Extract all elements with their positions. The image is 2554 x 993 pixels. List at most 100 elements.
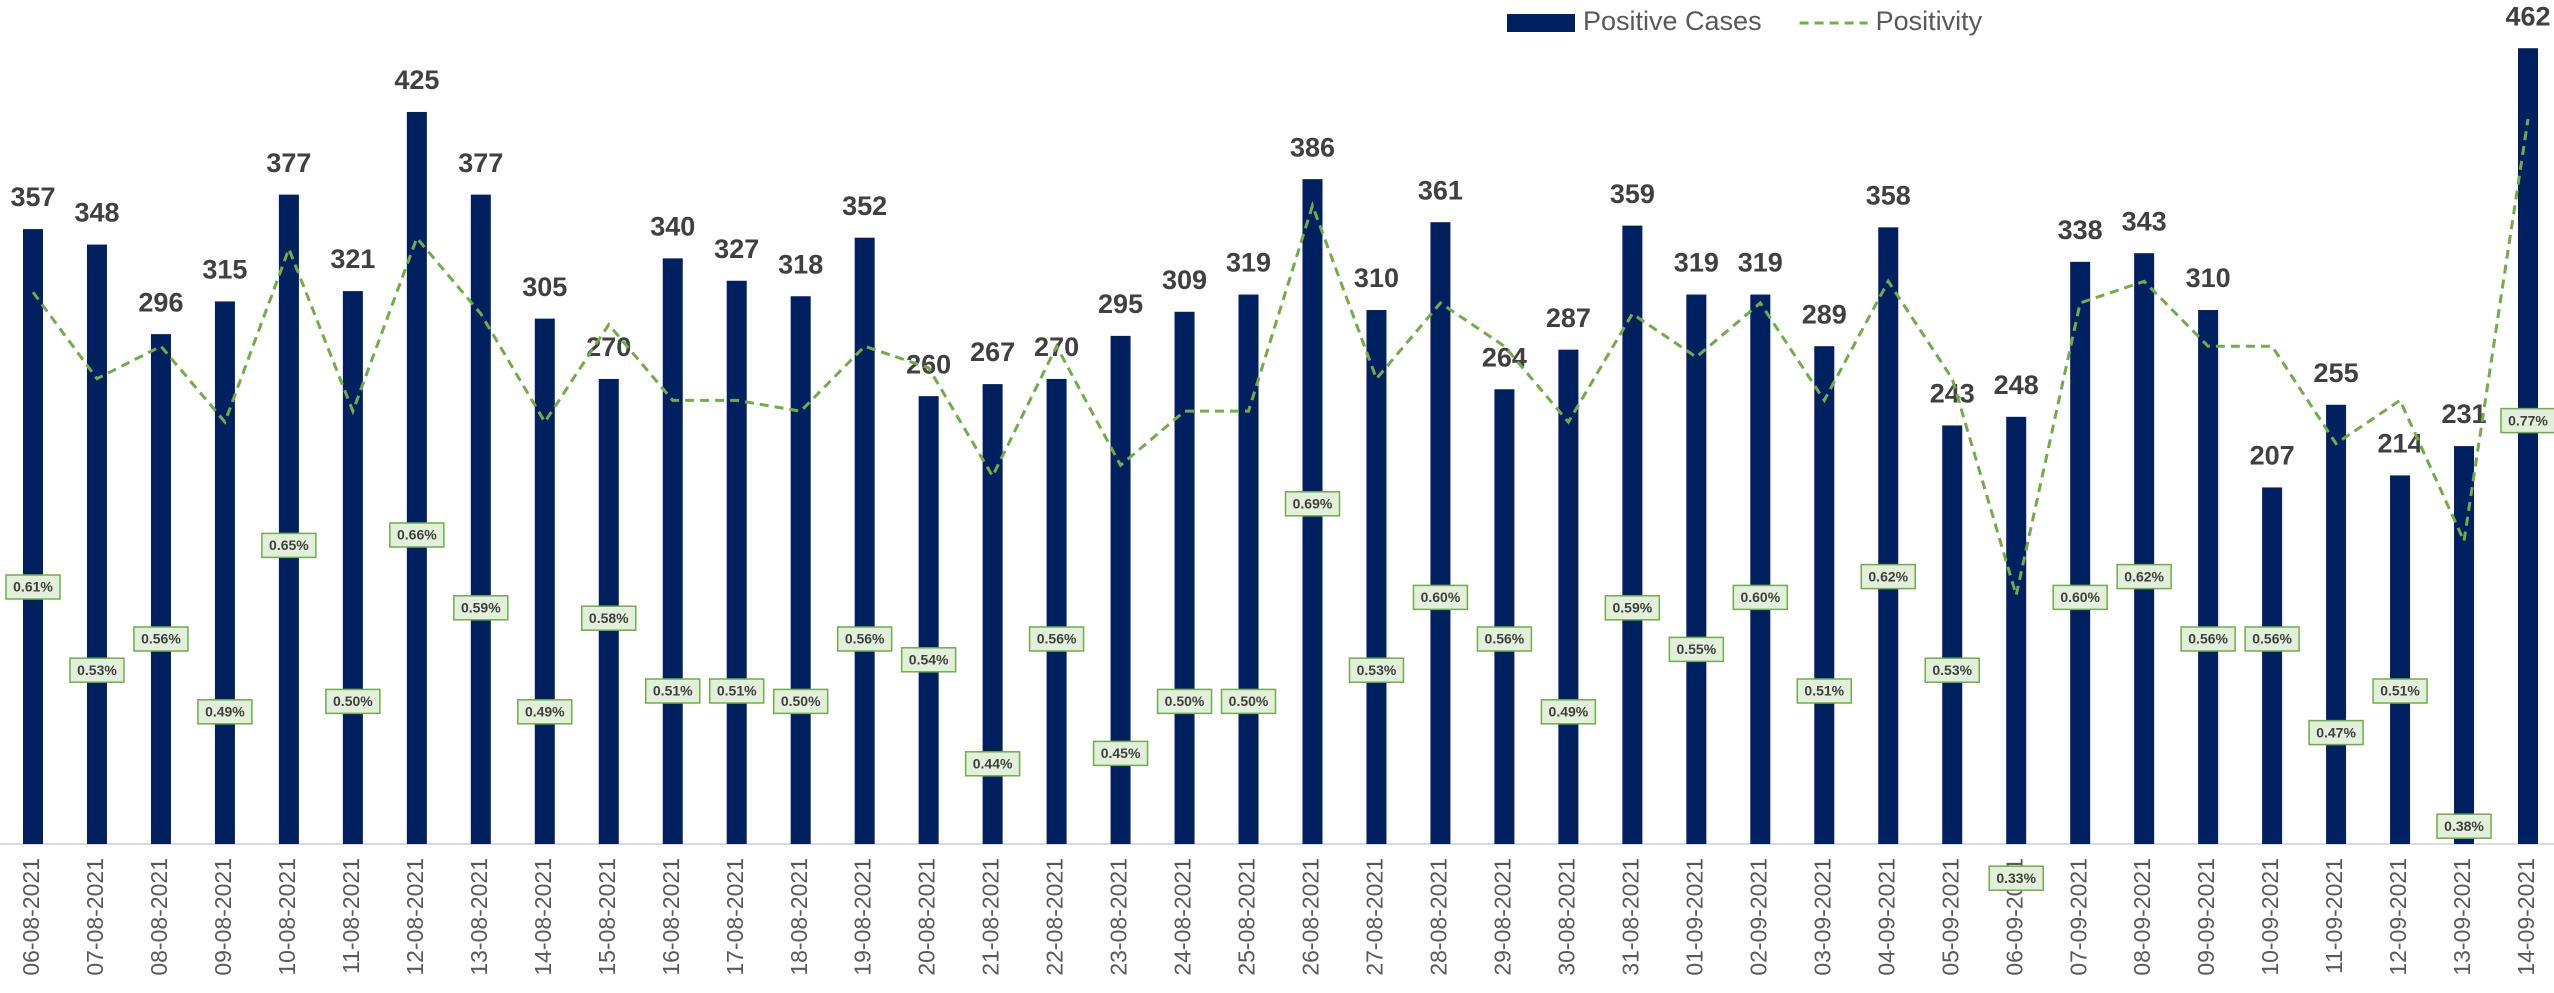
- data-label-box: [453, 595, 509, 621]
- data-label-box: [389, 522, 445, 548]
- bar-value-label: 358: [1866, 180, 1911, 210]
- data-label: 0.51%: [708, 678, 765, 704]
- data-label-box: [2308, 719, 2364, 746]
- data-label: 0.59%: [453, 595, 509, 621]
- bar: [534, 318, 555, 844]
- data-label-box: [2180, 626, 2236, 652]
- bar-value-label: 319: [1674, 248, 1719, 278]
- x-tick-label: 05-09-2021: [1937, 858, 1963, 976]
- data-label-text: 0.56%: [2188, 631, 2228, 647]
- data-label-box: [964, 751, 1021, 777]
- bar-value-label: 264: [1482, 342, 1527, 372]
- data-label-text: 0.77%: [2508, 412, 2548, 428]
- x-tick-label: 23-08-2021: [1106, 858, 1132, 976]
- bar-value-label: 327: [714, 234, 759, 264]
- data-label: 0.53%: [1924, 657, 1980, 683]
- x-tick-label: 06-08-2021: [18, 858, 44, 976]
- data-label-box: [2500, 407, 2554, 434]
- data-label-text: 0.58%: [589, 610, 629, 626]
- data-label: 0.54%: [900, 647, 957, 673]
- data-label-box: [197, 699, 253, 725]
- bar-value-label: 352: [842, 191, 887, 221]
- bar-value-label: 309: [1162, 265, 1207, 295]
- x-tick-label: 07-08-2021: [82, 858, 108, 976]
- data-label: 0.65%: [261, 532, 317, 559]
- bar-value-label: 386: [1290, 132, 1335, 162]
- bar: [918, 396, 939, 844]
- data-label-box: [581, 605, 637, 631]
- data-label-text: 0.65%: [269, 537, 309, 553]
- x-tick-label: 24-08-2021: [1170, 858, 1196, 976]
- data-label-text: 0.51%: [1804, 683, 1844, 699]
- x-tick-label: 12-08-2021: [402, 858, 428, 976]
- bar-value-label: 319: [1738, 248, 1783, 278]
- x-tick-label: 22-08-2021: [1042, 858, 1068, 976]
- bar-value-label: 377: [458, 148, 503, 178]
- bar: [1174, 311, 1195, 844]
- bar-value-label: 270: [586, 332, 631, 362]
- x-tick-label: 15-08-2021: [594, 858, 620, 976]
- x-tick-label: 31-08-2021: [1617, 858, 1643, 976]
- data-label-box: [2436, 813, 2492, 839]
- data-label-box: [133, 626, 189, 652]
- data-label-text: 0.54%: [909, 652, 949, 668]
- bar-value-label: 207: [2250, 441, 2295, 471]
- data-label-box: [1604, 595, 1661, 621]
- data-label: 0.53%: [69, 657, 125, 683]
- bar: [726, 280, 747, 845]
- data-label: 0.56%: [836, 626, 893, 652]
- data-label: 0.56%: [2244, 626, 2300, 652]
- data-label-text: 0.51%: [2380, 683, 2420, 699]
- bar: [278, 194, 299, 845]
- bar: [2262, 487, 2283, 844]
- x-tick-label: 29-08-2021: [1489, 858, 1515, 976]
- data-label-text: 0.53%: [1357, 662, 1397, 678]
- data-label: 0.38%: [2436, 813, 2492, 839]
- x-tick-label: 13-08-2021: [466, 858, 492, 976]
- x-tick-label: 13-09-2021: [2449, 858, 2475, 976]
- bar: [2070, 261, 2091, 844]
- bar: [2518, 48, 2538, 844]
- data-label-text: 0.60%: [2060, 589, 2100, 605]
- bar-value-label: 305: [522, 272, 567, 302]
- x-tick-label: 07-09-2021: [2065, 858, 2091, 976]
- bar: [2006, 416, 2027, 844]
- data-label: 0.60%: [2052, 584, 2108, 611]
- data-label: 0.61%: [5, 574, 61, 600]
- bar-value-label: 319: [1226, 248, 1271, 278]
- bar-value-label: 296: [138, 287, 183, 317]
- bar-value-label: 321: [330, 244, 375, 274]
- x-tick-label: 18-08-2021: [786, 858, 812, 976]
- data-label-text: 0.50%: [781, 693, 821, 709]
- bar-value-label: 310: [2186, 263, 2231, 293]
- data-label-text: 0.61%: [13, 579, 53, 595]
- data-label-text: 0.60%: [1740, 589, 1780, 605]
- data-label-box: [772, 688, 829, 715]
- x-tick-label: 25-08-2021: [1234, 858, 1260, 976]
- bar: [406, 111, 427, 845]
- data-label-box: [1860, 563, 1917, 590]
- data-label: 0.50%: [325, 688, 381, 715]
- data-label-text: 0.59%: [461, 600, 501, 616]
- data-label: 0.49%: [197, 699, 253, 725]
- data-label-box: [1540, 699, 1597, 725]
- data-label-text: 0.44%: [973, 756, 1013, 772]
- data-label-box: [1348, 657, 1405, 683]
- x-tick-label: 11-08-2021: [338, 858, 364, 974]
- data-label-box: [261, 532, 317, 559]
- data-label-box: [2052, 584, 2108, 611]
- x-tick-label: 08-08-2021: [146, 858, 172, 976]
- bar: [23, 229, 43, 845]
- bar-value-label: 289: [1802, 299, 1847, 329]
- data-label-box: [517, 699, 573, 725]
- data-label-text: 0.59%: [1613, 600, 1653, 616]
- bar-value-label: 359: [1610, 179, 1655, 209]
- line: [31, 118, 2530, 596]
- data-label: 0.77%: [2500, 407, 2554, 434]
- bar-value-label: 267: [970, 337, 1015, 367]
- data-label-text: 0.51%: [717, 683, 757, 699]
- data-label-text: 0.56%: [141, 631, 181, 647]
- data-label-box: [1668, 636, 1725, 663]
- bar: [662, 258, 683, 845]
- data-label-box: [1732, 584, 1789, 611]
